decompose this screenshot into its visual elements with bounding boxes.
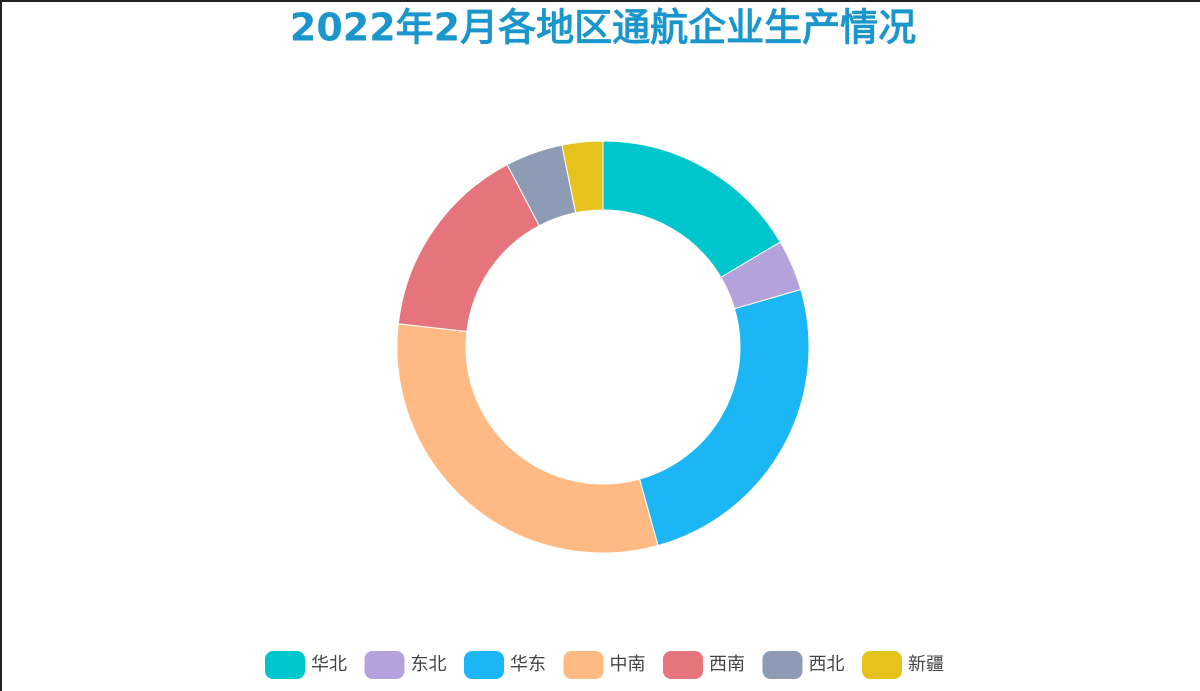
legend-label: 新疆 bbox=[908, 654, 944, 675]
legend-label: 东北 bbox=[411, 654, 447, 675]
legend-swatch bbox=[265, 651, 305, 679]
legend-swatch bbox=[862, 651, 902, 679]
slice bbox=[561, 140, 604, 214]
legend-label: 华东 bbox=[510, 654, 546, 675]
legend-swatch bbox=[364, 651, 405, 679]
legend-swatch bbox=[464, 651, 504, 679]
chart-title: 2022年2月各地区通航企业生产情况 bbox=[290, 6, 916, 50]
legend-label: 西南 bbox=[709, 654, 745, 675]
legend-swatch bbox=[563, 651, 604, 679]
slice bbox=[396, 323, 659, 554]
legend-label: 华北 bbox=[311, 654, 347, 675]
slice bbox=[638, 288, 810, 547]
legend-swatch bbox=[663, 651, 703, 679]
legend-label: 中南 bbox=[610, 654, 646, 675]
legend-swatch bbox=[762, 651, 803, 679]
legend-label: 西北 bbox=[809, 654, 845, 675]
